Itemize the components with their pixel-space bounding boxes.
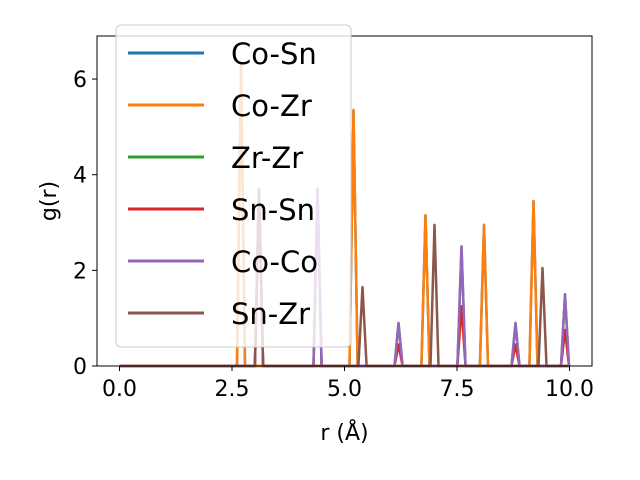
x-tick-label: 2.5 bbox=[215, 377, 250, 402]
ticks-layer: 0.0 2.5 5.0 7.5 10.0 0 2 4 6 bbox=[73, 68, 594, 402]
x-tick-label: 10.0 bbox=[545, 377, 594, 402]
y-tick-label: 0 bbox=[73, 355, 87, 380]
x-axis-label: r (Å) bbox=[320, 419, 368, 446]
y-axis-label: g(r) bbox=[37, 181, 62, 221]
legend-label: Co-Sn bbox=[231, 37, 317, 71]
y-tick-label: 4 bbox=[73, 164, 87, 189]
y-tick-label: 2 bbox=[73, 259, 87, 284]
y-tick-label: 6 bbox=[73, 68, 87, 93]
legend-label: Sn-Zr bbox=[231, 297, 310, 331]
legend-label: Sn-Sn bbox=[231, 193, 315, 227]
x-tick-label: 0.0 bbox=[102, 377, 137, 402]
x-tick-label: 5.0 bbox=[327, 377, 362, 402]
legend-label: Co-Co bbox=[231, 245, 318, 279]
legend-label: Zr-Zr bbox=[231, 141, 303, 175]
x-tick-label: 7.5 bbox=[440, 377, 475, 402]
legend: Co-Sn Co-Zr Zr-Zr Sn-Sn Co-Co Sn-Zr bbox=[115, 24, 352, 348]
legend-label: Co-Zr bbox=[231, 89, 312, 123]
